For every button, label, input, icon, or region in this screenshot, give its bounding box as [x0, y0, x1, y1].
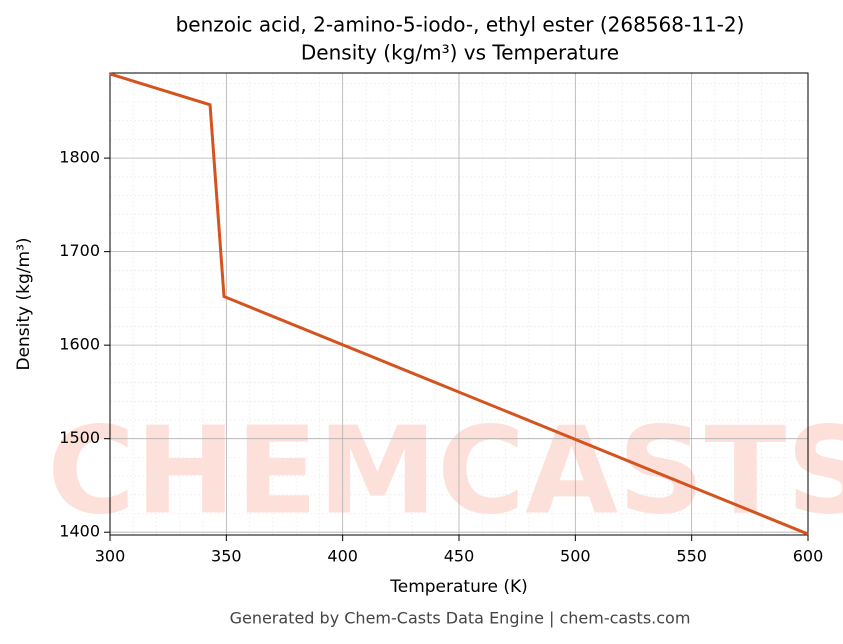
x-tick-label: 550	[676, 547, 707, 566]
plot-frame	[109, 72, 809, 536]
y-tick-label: 1600	[59, 335, 100, 354]
y-tick-label: 1800	[59, 148, 100, 167]
x-tick-label: 600	[793, 547, 824, 566]
x-tick-label: 300	[95, 547, 126, 566]
x-tick-label: 500	[560, 547, 591, 566]
y-axis-label: Density (kg/m³)	[14, 237, 34, 370]
x-tick-label: 450	[444, 547, 475, 566]
watermark: CHEMCASTS	[47, 403, 843, 542]
chart-title: benzoic acid, 2-amino-5-iodo-, ethyl est…	[176, 13, 745, 37]
y-tick-label: 1400	[59, 522, 100, 541]
y-tick-label: 1500	[59, 428, 100, 447]
x-tick-label: 350	[211, 547, 242, 566]
chart-subtitle: Density (kg/m³) vs Temperature	[301, 41, 619, 65]
x-tick-label: 400	[327, 547, 358, 566]
y-tick-label: 1700	[59, 241, 100, 260]
footer: Generated by Chem-Casts Data Engine | ch…	[230, 609, 691, 628]
data-line	[109, 72, 809, 536]
x-axis-label: Temperature (K)	[389, 577, 528, 597]
